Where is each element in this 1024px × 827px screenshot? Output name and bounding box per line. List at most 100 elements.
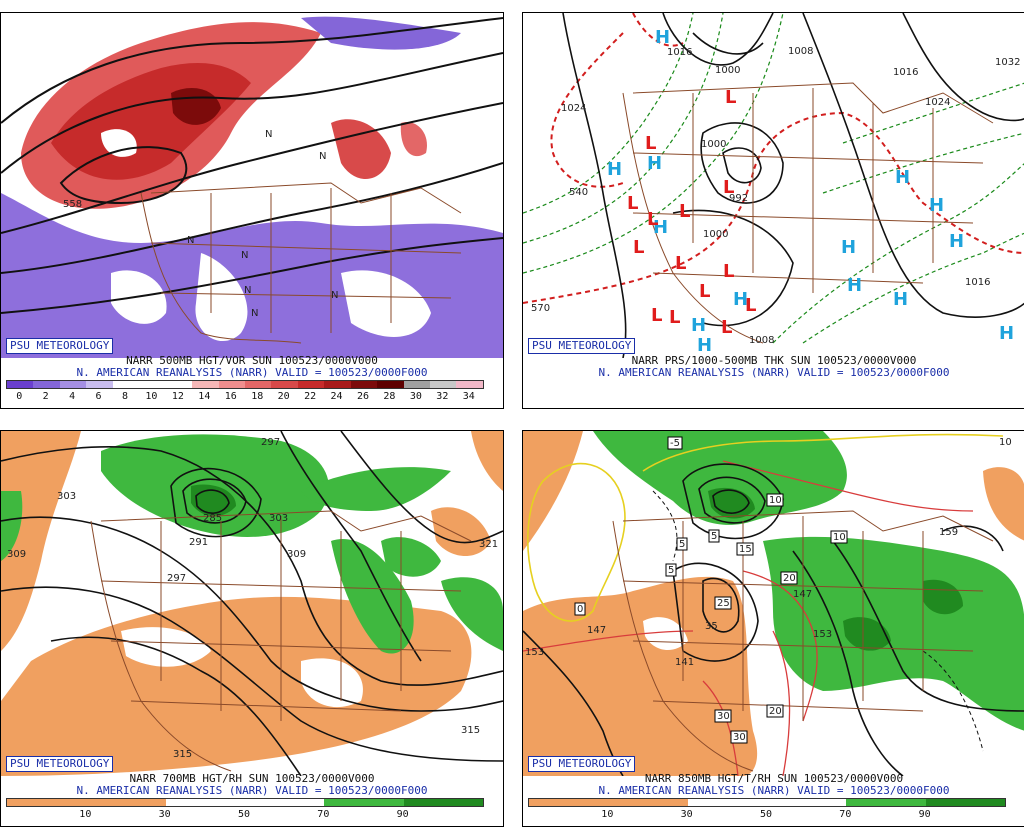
isobar-label: 992 bbox=[729, 193, 748, 204]
isobar-label: 1024 bbox=[561, 103, 586, 114]
isobar-label: 1000 bbox=[703, 229, 728, 240]
panel-500mb-vorticity: 558 N N N N N N N PSU METEOROLOGY NARR 5… bbox=[0, 12, 504, 409]
isotherm-label: 30 bbox=[717, 711, 730, 722]
contour-label: 291 bbox=[189, 537, 208, 548]
contour-label: 285 bbox=[203, 513, 222, 524]
isotherm-label: 10 bbox=[833, 532, 846, 543]
isobar-label: 1032 bbox=[995, 57, 1020, 68]
low-pressure-marker: L bbox=[721, 317, 732, 338]
isobar-label: 1016 bbox=[965, 277, 990, 288]
color-scale-swatch bbox=[430, 381, 457, 388]
color-scale-tick: 14 bbox=[198, 391, 211, 402]
contour-label: 141 bbox=[675, 657, 694, 668]
color-scale-swatch bbox=[350, 381, 378, 388]
isotherm-label: 10 bbox=[769, 495, 782, 506]
map-500mb-vorticity: 558 N N N N N N N bbox=[1, 13, 503, 358]
contour-label: 315 bbox=[461, 725, 480, 736]
high-pressure-marker: H bbox=[929, 195, 944, 216]
isotherm-label: 25 bbox=[717, 598, 730, 609]
isobar-label: 1008 bbox=[788, 46, 813, 57]
panel-700mb-rh: 297 303 309 285 291 297 303 309 321 315 … bbox=[0, 430, 504, 827]
contour-label: 159 bbox=[939, 527, 958, 538]
color-scale-swatch bbox=[608, 799, 688, 806]
low-pressure-marker: L bbox=[669, 307, 680, 328]
isotherm-label: 30 bbox=[733, 732, 746, 743]
low-pressure-marker: L bbox=[675, 253, 686, 274]
color-scale-tick: 18 bbox=[251, 391, 264, 402]
color-scale-tick: 6 bbox=[95, 391, 102, 402]
map-title: NARR 700MB HGT/RH SUN 100523/0000V000 bbox=[129, 772, 375, 785]
color-scale-swatch bbox=[529, 799, 609, 806]
high-pressure-marker: H bbox=[653, 217, 668, 238]
color-scale-swatch bbox=[86, 799, 166, 806]
color-scale-ticks: 10 30 50 70 90 bbox=[6, 809, 482, 821]
isotherm-label: 20 bbox=[783, 573, 796, 584]
color-scale-tick: 50 bbox=[759, 809, 773, 820]
isobar-label: 1000 bbox=[715, 65, 740, 76]
map-symbol: N bbox=[241, 250, 248, 261]
brand-label: PSU METEOROLOGY bbox=[6, 756, 114, 772]
thickness-label: 540 bbox=[569, 187, 588, 198]
contour-label: 297 bbox=[167, 573, 186, 584]
map-title: NARR PRS/1000-500MB THK SUN 100523/0000V… bbox=[631, 354, 917, 367]
brand-label: PSU METEOROLOGY bbox=[528, 338, 636, 354]
color-scale-tick: 90 bbox=[918, 809, 931, 820]
isotherm-label: -5 bbox=[670, 438, 680, 449]
map-title: NARR 850MB HGT/T/RH SUN 100523/0000V000 bbox=[644, 772, 904, 785]
color-scale-swatch bbox=[377, 381, 404, 388]
low-pressure-marker: L bbox=[725, 87, 736, 108]
color-scale-tick: 0 bbox=[16, 391, 23, 402]
map-subtitle: N. AMERICAN REANALYSIS (NARR) VALID = 10… bbox=[76, 784, 428, 797]
high-pressure-marker: H bbox=[733, 289, 748, 310]
isotherm-label: 10 bbox=[999, 437, 1012, 448]
color-scale-swatch bbox=[403, 381, 430, 388]
color-scale-tick: 26 bbox=[356, 391, 370, 402]
map-subtitle: N. AMERICAN REANALYSIS (NARR) VALID = 10… bbox=[76, 366, 428, 379]
color-scale-swatch bbox=[456, 381, 483, 388]
color-scale-swatch bbox=[271, 381, 298, 388]
color-scale-swatch bbox=[324, 381, 351, 388]
high-pressure-marker: H bbox=[841, 237, 856, 258]
map-pressure-thickness: 1024 1016 1008 1000 1000 1016 1032 1024 … bbox=[523, 13, 1024, 358]
contour-label: 153 bbox=[525, 647, 544, 658]
color-scale-swatch bbox=[112, 381, 140, 388]
color-scale-swatch bbox=[165, 381, 193, 388]
map-symbol: N bbox=[331, 290, 338, 301]
color-scale-tick: 16 bbox=[224, 391, 237, 402]
color-scale-swatch bbox=[192, 381, 219, 388]
map-700mb-rh: 297 303 309 285 291 297 303 309 321 315 … bbox=[1, 431, 503, 776]
color-scale-swatch bbox=[139, 381, 166, 388]
color-scale-tick: 90 bbox=[396, 809, 409, 820]
color-scale-tick: 10 bbox=[145, 391, 158, 402]
high-pressure-marker: H bbox=[895, 167, 910, 188]
panel-pressure-thickness: 1024 1016 1008 1000 1000 1016 1032 1024 … bbox=[522, 12, 1024, 409]
color-scale-tick: 24 bbox=[330, 391, 343, 402]
map-symbol: N bbox=[187, 235, 194, 246]
color-scale bbox=[528, 798, 1006, 807]
isotherm-label: 5 bbox=[679, 539, 685, 550]
color-scale-tick: 10 bbox=[79, 809, 92, 820]
thickness-label: 570 bbox=[531, 303, 550, 314]
color-scale-ticks: 10 30 50 70 90 bbox=[528, 809, 1004, 821]
high-pressure-marker: H bbox=[999, 323, 1014, 344]
contour-label: 315 bbox=[173, 749, 192, 760]
panel-850mb-temp-rh: -5 0 5 5 5 10 10 15 20 20 25 30 30 bbox=[522, 430, 1024, 827]
color-scale-swatch bbox=[7, 799, 87, 806]
contour-label: 147 bbox=[587, 625, 606, 636]
isobar-label: 1016 bbox=[893, 67, 918, 78]
color-scale-swatch bbox=[33, 381, 60, 388]
map-symbol: N bbox=[319, 151, 326, 162]
low-pressure-marker: L bbox=[723, 177, 734, 198]
color-scale-swatch bbox=[324, 799, 404, 806]
contour-label: 303 bbox=[57, 491, 76, 502]
color-scale-tick: 28 bbox=[383, 391, 396, 402]
contour-label: 309 bbox=[7, 549, 26, 560]
map-symbol: N bbox=[265, 129, 272, 140]
color-scale-swatch bbox=[7, 381, 34, 388]
color-scale-swatch bbox=[86, 381, 113, 388]
low-pressure-marker: L bbox=[645, 133, 656, 154]
low-pressure-marker: L bbox=[723, 261, 734, 282]
low-pressure-marker: L bbox=[679, 201, 690, 222]
isobar-label: 1008 bbox=[749, 335, 774, 346]
color-scale-swatch bbox=[59, 381, 87, 388]
